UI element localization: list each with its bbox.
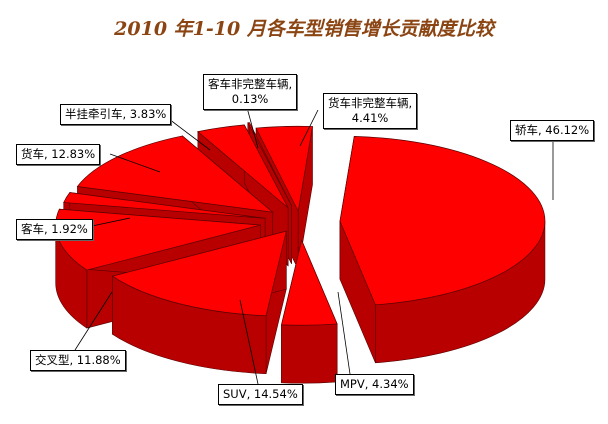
slice-semi-trailer bbox=[197, 124, 289, 209]
slice-suv bbox=[111, 230, 287, 317]
callout-incomplete-bus: 客车非完整车辆, 0.13% bbox=[203, 74, 298, 110]
callout-sedan: 轿车, 46.12% bbox=[510, 120, 595, 141]
callout-mpv: MPV, 4.34% bbox=[335, 374, 414, 395]
slice-incomplete-bus bbox=[247, 122, 292, 206]
leader-line-crossover bbox=[74, 291, 113, 351]
leader-line-semi-trailer bbox=[164, 115, 211, 151]
slice-mpv-side-0 bbox=[281, 323, 338, 384]
slice-bus bbox=[63, 192, 266, 219]
slice-mpv bbox=[281, 239, 338, 326]
slice-sedan bbox=[339, 135, 546, 306]
chart-title: 2010 年1-10 月各车型销售增长贡献度比较 bbox=[114, 18, 494, 40]
callout-suv: SUV, 14.54% bbox=[218, 384, 303, 405]
leader-line-truck bbox=[109, 153, 161, 173]
callout-truck: 货车, 12.83% bbox=[16, 144, 101, 165]
callout-crossover: 交叉型, 11.88% bbox=[30, 350, 126, 371]
slice-incomplete-truck bbox=[255, 125, 313, 213]
leader-line-bus bbox=[91, 217, 131, 227]
leader-line-suv bbox=[239, 299, 259, 385]
leader-line-incomplete-bus bbox=[245, 103, 259, 149]
leader-line-incomplete-truck bbox=[299, 109, 319, 147]
callout-bus: 客车, 1.92% bbox=[16, 219, 93, 240]
leader-line-mpv bbox=[337, 291, 351, 375]
callout-semi-trailer: 半挂牵引车, 3.83% bbox=[60, 104, 172, 125]
callout-incomplete-truck: 货车非完整车辆, 4.41% bbox=[323, 93, 418, 129]
slice-crossover bbox=[55, 208, 261, 271]
